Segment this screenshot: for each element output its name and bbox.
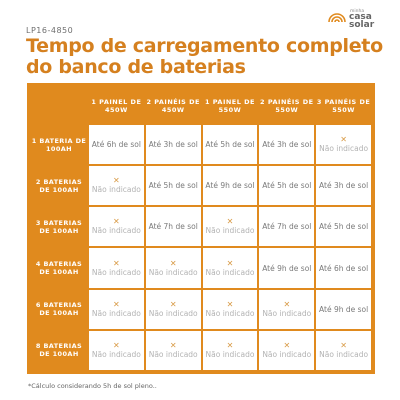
table-row: 8 BATERIAS DE 100AH ✕ Não indicado ✕ Não ind… (31, 330, 371, 370)
table-corner-cell (31, 87, 87, 123)
not-indicated-label: Não indicado (91, 226, 141, 236)
cross-icon: ✕ (113, 217, 120, 227)
footnote: *Cálculo considerando 5h de sol pleno.. (28, 382, 157, 390)
product-code: LP16-4850 (26, 26, 74, 35)
cross-icon: ✕ (113, 176, 120, 186)
not-indicated-label: Não indicado (91, 185, 141, 195)
cross-icon: ✕ (226, 340, 234, 350)
row-header: 4 BATERIAS DE 100AH (35, 260, 83, 277)
cross-icon: ✕ (340, 135, 347, 145)
table-row: 1 BATERIA DE 100AH Até 6h de sol Até 3h de… (31, 125, 371, 165)
logo-text-minha: minha (350, 9, 365, 14)
column-header: 1 PAINEL DE 550W (204, 98, 255, 114)
not-indicated-cell: ✕ Não indicado (89, 207, 144, 247)
cross-icon: ✕ (226, 217, 234, 227)
charging-time-table: 1 PAINEL DE 450W 2 PAINÉIS DE 450W 1 PAI… (29, 85, 373, 372)
brand-logo: minha casa solar (326, 6, 388, 32)
cross-icon: ✕ (283, 340, 291, 350)
charging-time-cell: Até 6h de sol (316, 248, 371, 288)
charging-time-cell: Até 5h de sol (202, 125, 258, 165)
not-indicated-label: Não indicado (148, 349, 198, 359)
not-indicated-cell: ✕ Não indicado (145, 248, 201, 288)
not-indicated-cell: ✕ Não indicado (89, 289, 144, 329)
charging-time-cell: Até 5h de sol (145, 166, 201, 206)
column-header: 3 PAINÉIS DE 550W (316, 98, 371, 114)
not-indicated-cell: ✕ Não indicado (316, 330, 371, 370)
table-row: 3 BATERIAS DE 100AH ✕ Não indicado Até 7h d… (31, 207, 371, 247)
not-indicated-cell: ✕ Não indicado (316, 125, 371, 165)
cross-icon: ✕ (226, 258, 234, 268)
not-indicated-cell: ✕ Não indicado (259, 289, 315, 329)
not-indicated-label: Não indicado (148, 267, 198, 277)
charging-time-cell: Até 5h de sol (259, 166, 315, 206)
cross-icon: ✕ (113, 299, 120, 309)
table-row: 6 BATERIAS DE 100AH ✕ Não indicado ✕ Não ind… (31, 289, 371, 329)
charging-time-cell: Até 3h de sol (316, 166, 371, 206)
not-indicated-label: Não indicado (205, 308, 255, 318)
column-header: 2 PAINÉIS DE 550W (260, 98, 314, 114)
table-row: 2 BATERIAS DE 100AH ✕ Não indicado Até 5h d… (31, 166, 371, 206)
not-indicated-cell: ✕ Não indicado (89, 166, 144, 206)
not-indicated-cell: ✕ Não indicado (145, 330, 201, 370)
not-indicated-cell: ✕ Não indicado (202, 289, 258, 329)
sun-icon (328, 13, 346, 23)
charging-time-cell: Até 9h de sol (316, 289, 371, 329)
column-header: 1 PAINEL DE 450W (91, 98, 142, 114)
charging-time-cell: Até 7h de sol (259, 207, 315, 247)
not-indicated-cell: ✕ Não indicado (202, 207, 258, 247)
charging-time-cell: Até 7h de sol (145, 207, 201, 247)
cross-icon: ✕ (113, 258, 120, 268)
table-body: 1 BATERIA DE 100AH Até 6h de sol Até 3h de… (31, 125, 371, 370)
charging-time-cell: Até 9h de sol (202, 166, 258, 206)
row-header: 1 BATERIA DE 100AH (31, 136, 87, 153)
not-indicated-label: Não indicado (205, 349, 255, 359)
table-header-row: 1 PAINEL DE 450W 2 PAINÉIS DE 450W 1 PAI… (31, 87, 371, 123)
not-indicated-label: Não indicado (205, 267, 255, 277)
not-indicated-label: Não indicado (262, 308, 312, 318)
cross-icon: ✕ (169, 258, 177, 268)
charging-time-table-container: 1 PAINEL DE 450W 2 PAINÉIS DE 450W 1 PAI… (27, 83, 375, 374)
not-indicated-cell: ✕ Não indicado (145, 289, 201, 329)
row-header: 3 BATERIAS DE 100AH (35, 218, 83, 235)
logo-text-solar: solar (349, 20, 375, 30)
not-indicated-cell: ✕ Não indicado (259, 330, 315, 370)
not-indicated-label: Não indicado (319, 349, 369, 359)
charging-time-cell: Até 9h de sol (259, 248, 315, 288)
not-indicated-label: Não indicado (148, 308, 198, 318)
row-header: 8 BATERIAS DE 100AH (35, 342, 83, 359)
charging-time-cell: Até 6h de sol (89, 125, 144, 165)
not-indicated-cell: ✕ Não indicado (89, 248, 144, 288)
row-header: 6 BATERIAS DE 100AH (35, 301, 83, 318)
not-indicated-label: Não indicado (91, 308, 141, 318)
not-indicated-cell: ✕ Não indicado (202, 330, 258, 370)
not-indicated-cell: ✕ Não indicado (89, 330, 144, 370)
not-indicated-label: Não indicado (262, 349, 312, 359)
not-indicated-label: Não indicado (91, 267, 141, 277)
logo-text-casa: casa (349, 12, 372, 22)
cross-icon: ✕ (283, 299, 291, 309)
table-row: 4 BATERIAS DE 100AH ✕ Não indicado ✕ Não ind… (31, 248, 371, 288)
not-indicated-label: Não indicado (319, 144, 369, 154)
page-title: Tempo de carregamento completo do banco … (26, 35, 383, 78)
cross-icon: ✕ (169, 299, 177, 309)
cross-icon: ✕ (113, 340, 120, 350)
row-header: 2 BATERIAS DE 100AH (35, 177, 83, 194)
charging-time-cell: Até 5h de sol (316, 207, 371, 247)
charging-time-cell: Até 3h de sol (145, 125, 201, 165)
charging-time-cell: Até 3h de sol (259, 125, 315, 165)
not-indicated-cell: ✕ Não indicado (202, 248, 258, 288)
cross-icon: ✕ (169, 340, 177, 350)
not-indicated-label: Não indicado (91, 349, 141, 359)
cross-icon: ✕ (340, 340, 347, 350)
column-header: 2 PAINÉIS DE 450W (146, 98, 200, 114)
cross-icon: ✕ (226, 299, 234, 309)
not-indicated-label: Não indicado (205, 226, 255, 236)
